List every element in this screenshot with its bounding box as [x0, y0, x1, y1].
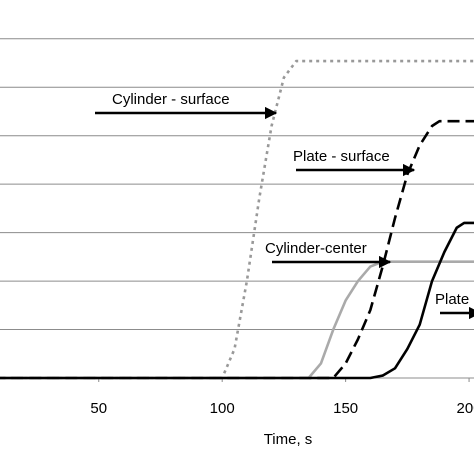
annotation: Plate - surface — [293, 148, 390, 165]
x-tick-label: 100 — [210, 400, 235, 417]
line-series — [0, 59, 474, 380]
line-series — [0, 260, 474, 380]
line-series — [0, 221, 474, 380]
x-tick-label: 200 — [457, 400, 474, 417]
x-tick-label: 150 — [333, 400, 358, 417]
grid — [0, 38, 474, 382]
annotation: Cylinder-center — [265, 240, 367, 257]
lines — [0, 59, 474, 380]
line-series — [0, 119, 474, 380]
x-tick-label: 50 — [90, 400, 107, 417]
annotation: Cylinder - surface — [112, 91, 230, 108]
arrows — [95, 106, 474, 320]
annotation: Plate - center — [435, 291, 474, 308]
x-axis-label: Time, s — [264, 431, 313, 448]
